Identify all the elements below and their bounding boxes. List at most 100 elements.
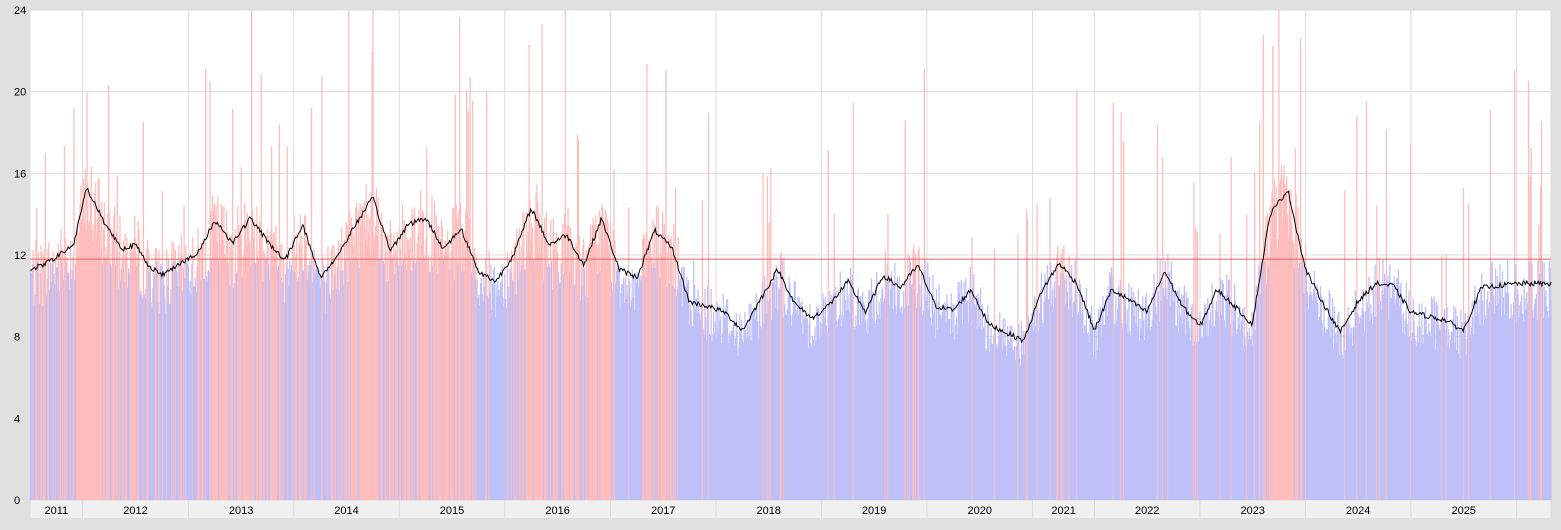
daily-bar [592,217,594,500]
daily-bar [621,283,623,500]
daily-bar [852,102,854,500]
daily-bar [626,284,628,500]
daily-bar [205,69,207,501]
daily-bar [49,289,51,500]
daily-bar [171,242,173,500]
daily-bar [78,231,80,500]
daily-bar [648,240,650,500]
daily-bar [1524,298,1526,500]
daily-bar [598,210,600,501]
daily-bar [1487,290,1489,500]
daily-bar [1116,320,1118,500]
daily-bar [1409,336,1411,500]
daily-bar [372,10,374,500]
daily-bar [349,262,352,500]
daily-bar [302,270,304,500]
daily-bar [908,304,910,500]
moving-average-line [29,187,1552,344]
daily-bar [90,166,92,500]
daily-bar [1041,322,1043,500]
daily-bar [277,265,280,500]
daily-bar [418,209,420,501]
daily-bar [296,280,299,500]
daily-bar [200,244,203,500]
daily-bar [770,168,772,500]
daily-bar [1306,291,1309,500]
daily-bar [958,293,960,500]
daily-bar [1304,263,1306,500]
daily-bar [757,320,759,500]
daily-bar [644,276,646,500]
daily-bar [502,298,504,500]
daily-bar [677,236,679,500]
daily-bar [1261,261,1264,500]
daily-bar [646,64,648,500]
daily-bar [1284,183,1286,500]
daily-bar [538,213,541,500]
daily-bar [1003,343,1005,500]
daily-bar [442,259,444,500]
daily-bar [62,250,64,500]
daily-bar [1091,320,1094,500]
daily-bar [1401,314,1403,500]
daily-bar [578,236,580,500]
daily-bar [1390,298,1392,500]
daily-bar [929,317,932,500]
daily-bar [1356,116,1358,500]
daily-bar [1427,336,1429,500]
daily-bar [873,295,875,500]
daily-bar [869,300,872,500]
daily-bar [1377,286,1380,500]
daily-bar [390,233,392,501]
daily-bar [162,270,164,500]
daily-bar [1040,272,1042,500]
daily-bar [630,299,632,500]
daily-bar [773,271,776,500]
daily-bar [377,197,379,500]
daily-bar [317,274,320,500]
daily-bar [209,81,211,500]
daily-bar [130,250,132,500]
daily-bar [964,295,966,500]
daily-bar [495,284,497,500]
daily-bar [1091,305,1093,500]
daily-bar [216,241,218,500]
daily-bar [851,274,854,500]
daily-bar [1390,298,1393,500]
daily-bar [505,299,507,500]
daily-bar [1357,313,1359,500]
daily-bar [1256,304,1258,500]
daily-bar [1149,330,1152,500]
daily-bar [59,254,61,500]
daily-bar [1262,35,1264,500]
daily-bar [241,276,243,500]
daily-bar [833,213,835,500]
daily-bar [1446,306,1448,500]
daily-bar [320,276,322,500]
daily-bar [589,241,591,500]
daily-bar [1382,260,1384,500]
daily-bar [876,272,878,500]
daily-bar [1157,291,1160,500]
daily-bar [954,324,957,500]
daily-bar [1305,267,1308,500]
daily-bar [764,275,766,500]
daily-bar [1142,296,1144,500]
daily-bar [56,267,59,500]
daily-bar [1099,306,1101,500]
daily-bar [1147,305,1149,500]
daily-bar [699,313,701,500]
daily-bar [853,326,855,500]
daily-bar [992,343,994,500]
daily-bar [1491,261,1493,500]
daily-bar [95,182,97,500]
daily-bar [521,265,523,500]
daily-bar [1326,330,1329,500]
daily-bar [1536,319,1538,500]
daily-bar [1006,355,1008,500]
daily-bar [585,250,587,500]
daily-bar [1451,331,1453,500]
daily-bar [899,307,901,500]
daily-bar [1060,255,1062,500]
daily-bar [1391,282,1394,500]
